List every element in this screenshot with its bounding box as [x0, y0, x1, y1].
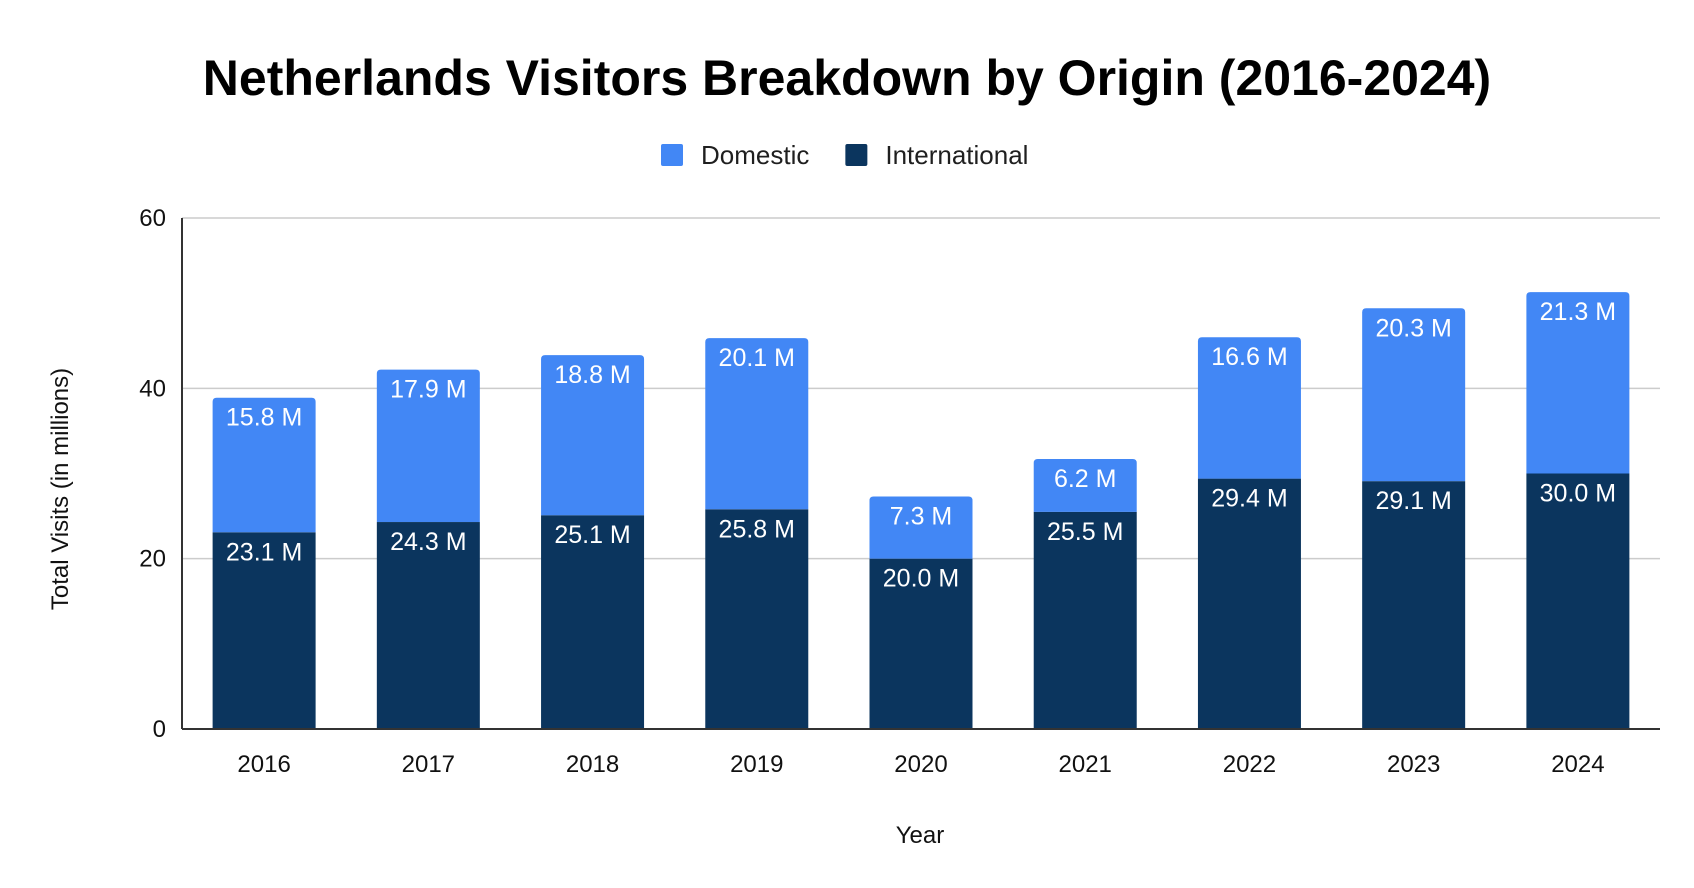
x-tick-label-2022: 2022 [1223, 751, 1276, 778]
data-label-domestic-2016: 15.8 M [226, 404, 302, 432]
data-label-domestic-2018: 18.8 M [554, 361, 630, 389]
chart-axes [181, 218, 1660, 730]
data-label-domestic-2019: 20.1 M [719, 344, 795, 372]
data-label-international-2024: 30.0 M [1540, 480, 1616, 508]
bar-international-2024 [1526, 473, 1630, 729]
bar-domestic-2019 [705, 338, 809, 510]
data-label-international-2020: 20.0 M [883, 565, 959, 593]
data-label-domestic-2017: 17.9 M [390, 376, 466, 404]
y-tick-label: 40 [139, 375, 166, 402]
bar-international-2016 [212, 532, 316, 729]
y-tick-label: 20 [139, 546, 166, 573]
data-label-international-2019: 25.8 M [719, 515, 795, 543]
data-label-domestic-2020: 7.3 M [890, 502, 953, 530]
bar-international-2021 [1033, 511, 1137, 729]
legend-label-international: International [885, 140, 1028, 170]
bar-international-2018 [541, 515, 645, 729]
bar-domestic-2022 [1197, 337, 1301, 479]
y-tick-label: 60 [139, 205, 166, 232]
bar-international-2022 [1197, 478, 1301, 729]
data-label-international-2016: 23.1 M [226, 538, 302, 566]
bar-international-2023 [1362, 481, 1466, 729]
bar-domestic-2016 [212, 397, 316, 533]
data-label-international-2017: 24.3 M [390, 528, 466, 556]
data-label-international-2023: 29.1 M [1375, 487, 1451, 515]
chart-title: Netherlands Visitors Breakdown by Origin… [203, 50, 1491, 106]
bar-domestic-2024 [1526, 292, 1630, 474]
x-tick-label-2020: 2020 [894, 751, 947, 778]
bar-international-2020 [869, 558, 973, 729]
legend-swatch-international [845, 144, 868, 166]
chart-legend: Domestic International [661, 140, 1028, 170]
chart-bar-labels: 23.1 M 15.8 M 24.3 M 17.9 M 25.1 M 18.8 M 25.8… [226, 298, 1616, 593]
bar-domestic-2021 [1033, 459, 1137, 512]
bar-international-2019 [705, 509, 809, 729]
x-tick-label-2024: 2024 [1551, 751, 1604, 778]
data-label-domestic-2024: 21.3 M [1540, 298, 1616, 326]
x-tick-label-2017: 2017 [402, 751, 455, 778]
bar-domestic-2017 [376, 369, 480, 523]
x-tick-label-2021: 2021 [1059, 751, 1112, 778]
data-label-international-2022: 29.4 M [1211, 485, 1287, 513]
data-label-international-2018: 25.1 M [554, 521, 630, 549]
x-tick-label-2023: 2023 [1387, 751, 1440, 778]
x-axis-ticks: 2016 2017 2018 2019 2020 2021 2022 2023 2024 [237, 751, 1604, 778]
bar-domestic-2023 [1362, 308, 1466, 482]
x-tick-label-2018: 2018 [566, 751, 619, 778]
y-tick-label: 0 [153, 716, 166, 743]
x-axis-label: Year [896, 822, 945, 849]
y-axis-ticks: 0 20 40 60 [139, 205, 166, 743]
data-label-international-2021: 25.5 M [1047, 518, 1123, 546]
data-label-domestic-2022: 16.6 M [1211, 343, 1287, 371]
data-label-domestic-2023: 20.3 M [1375, 314, 1451, 342]
y-axis-label: Total Visits (in millions) [47, 368, 74, 610]
legend-swatch-domestic [661, 144, 683, 166]
legend-label-domestic: Domestic [701, 140, 809, 170]
x-tick-label-2016: 2016 [237, 751, 290, 778]
data-label-domestic-2021: 6.2 M [1054, 465, 1117, 493]
bar-domestic-2020 [869, 496, 973, 559]
chart-bars [212, 292, 1630, 729]
bar-international-2017 [376, 522, 480, 729]
x-tick-label-2019: 2019 [730, 751, 783, 778]
bar-domestic-2018 [541, 355, 645, 516]
